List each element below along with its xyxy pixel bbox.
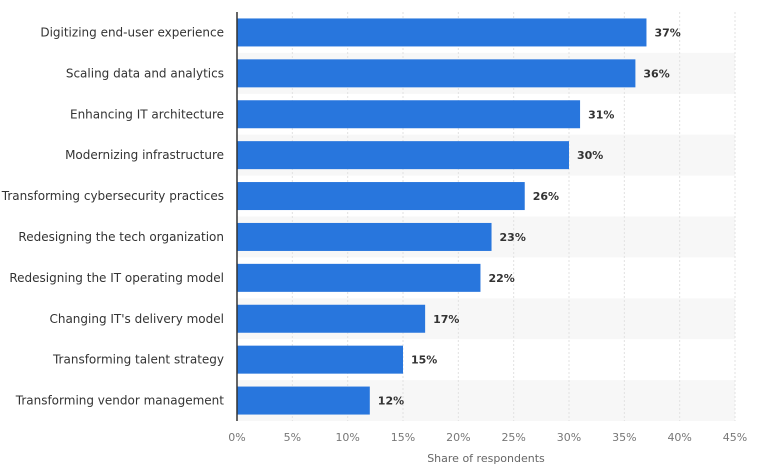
x-tick-label: 10% — [335, 431, 359, 444]
data-label: 26% — [533, 190, 559, 203]
data-label: 23% — [500, 231, 526, 244]
data-label: 37% — [654, 26, 680, 39]
data-label: 22% — [488, 272, 514, 285]
x-tick-label: 5% — [284, 431, 301, 444]
data-label: 31% — [588, 108, 614, 121]
category-label: Transforming vendor management — [15, 394, 225, 408]
bar — [237, 100, 581, 129]
category-label: Scaling data and analytics — [66, 66, 224, 80]
category-label: Enhancing IT architecture — [70, 107, 224, 121]
category-label: Redesigning the IT operating model — [9, 271, 224, 285]
bar — [237, 304, 426, 333]
category-labels: Digitizing end-user experience Scaling da… — [1, 25, 224, 407]
data-label: 17% — [433, 313, 459, 326]
bar — [237, 222, 492, 251]
category-label: Modernizing infrastructure — [65, 148, 224, 162]
x-tick-label: 40% — [667, 431, 691, 444]
category-label: Digitizing end-user experience — [40, 25, 224, 39]
x-tick-label: 0% — [228, 431, 245, 444]
bar — [237, 386, 370, 415]
category-label: Changing IT's delivery model — [49, 312, 224, 326]
data-label: 30% — [577, 149, 603, 162]
category-label: Redesigning the tech organization — [18, 230, 224, 244]
data-label: 15% — [411, 354, 437, 367]
bar — [237, 345, 403, 374]
bar — [237, 59, 636, 88]
x-tick-label: 25% — [501, 431, 525, 444]
bars — [237, 18, 647, 415]
x-tick-label: 20% — [446, 431, 470, 444]
x-axis-title: Share of respondents — [427, 452, 545, 465]
bar — [237, 141, 569, 170]
data-labels: 37% 36% 31% 30% 26% 23% 22% 17% 15% 12% — [378, 26, 681, 407]
category-label: Transforming cybersecurity practices — [1, 189, 224, 203]
bar — [237, 18, 647, 47]
data-label: 12% — [378, 395, 404, 408]
bar — [237, 263, 481, 292]
x-tick-label: 45% — [723, 431, 747, 444]
x-tick-labels: 0% 5% 10% 15% 20% 25% 30% 35% 40% 45% — [228, 431, 747, 444]
x-tick-label: 15% — [391, 431, 415, 444]
x-tick-label: 30% — [557, 431, 581, 444]
category-label: Transforming talent strategy — [52, 353, 224, 367]
bar — [237, 182, 525, 211]
data-label: 36% — [643, 67, 669, 80]
x-tick-label: 35% — [612, 431, 636, 444]
